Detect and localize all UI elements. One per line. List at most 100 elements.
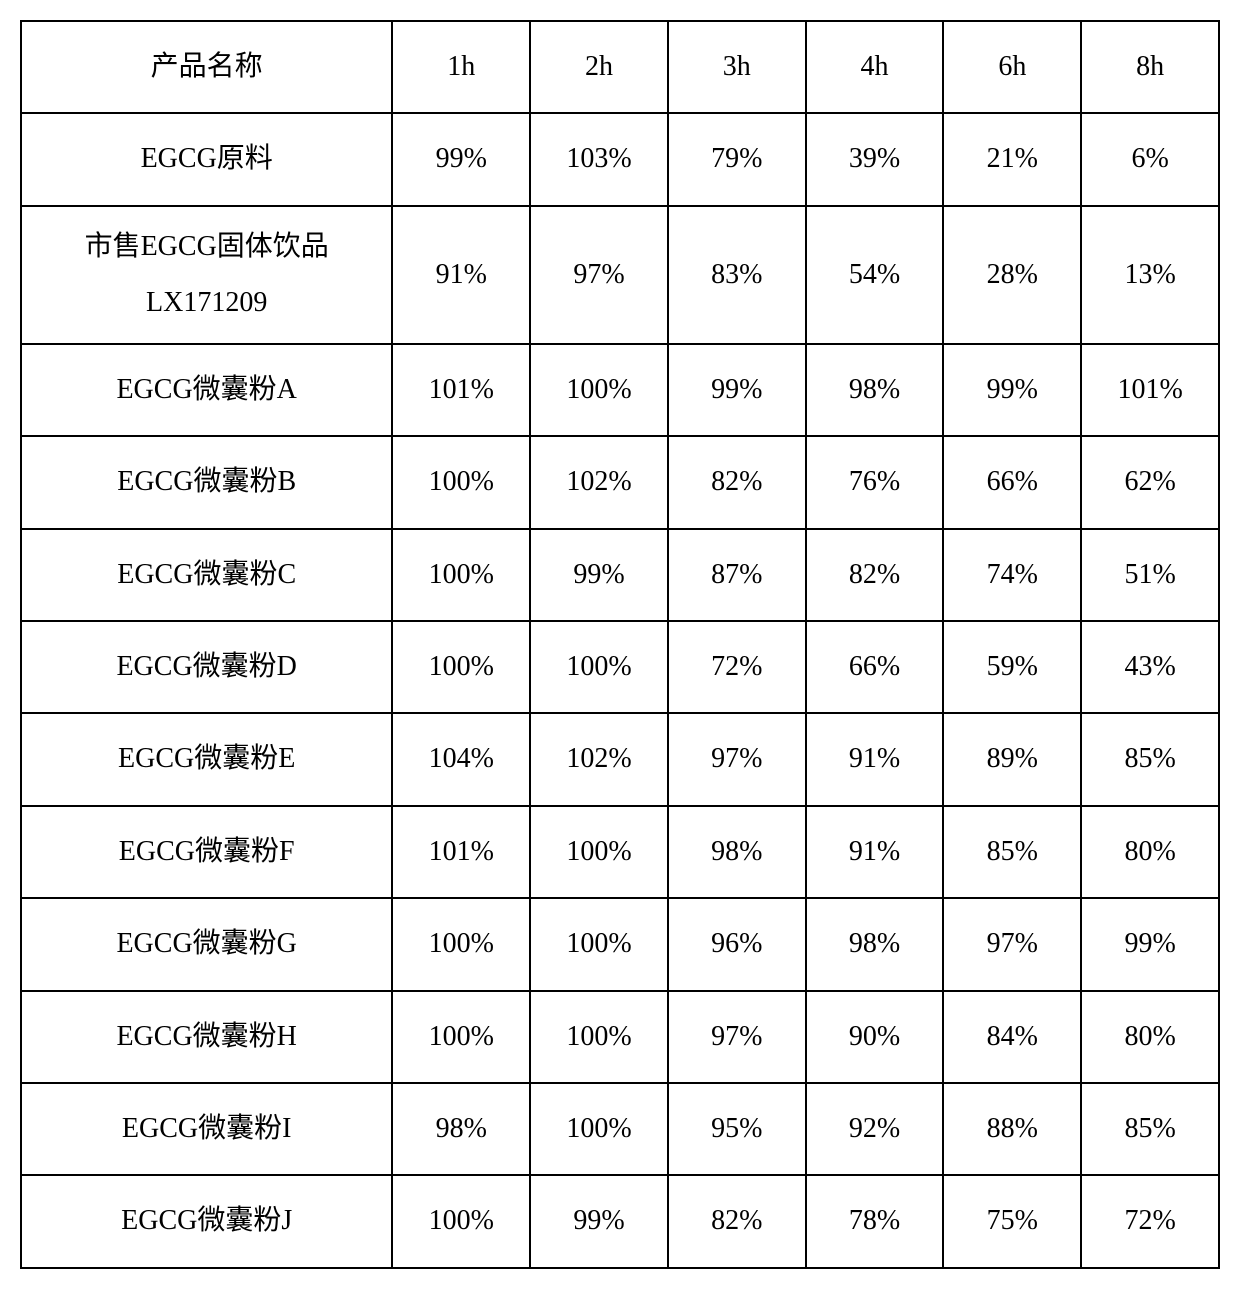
- table-row: EGCG微囊粉F 101% 100% 98% 91% 85% 80%: [21, 806, 1219, 898]
- column-header-6h: 6h: [943, 21, 1081, 113]
- value-cell: 100%: [392, 1175, 530, 1267]
- value-cell: 99%: [392, 113, 530, 205]
- value-cell: 97%: [668, 991, 806, 1083]
- product-name-line1: 市售EGCG固体饮品: [30, 219, 383, 275]
- value-cell: 87%: [668, 529, 806, 621]
- product-name-cell: 市售EGCG固体饮品 LX171209: [21, 206, 392, 344]
- value-cell: 99%: [530, 529, 668, 621]
- table-row: EGCG微囊粉A 101% 100% 99% 98% 99% 101%: [21, 344, 1219, 436]
- value-cell: 80%: [1081, 806, 1219, 898]
- value-cell: 82%: [806, 529, 944, 621]
- column-header-8h: 8h: [1081, 21, 1219, 113]
- value-cell: 100%: [392, 621, 530, 713]
- value-cell: 99%: [668, 344, 806, 436]
- value-cell: 51%: [1081, 529, 1219, 621]
- column-header-1h: 1h: [392, 21, 530, 113]
- value-cell: 13%: [1081, 206, 1219, 344]
- value-cell: 92%: [806, 1083, 944, 1175]
- product-name-cell: EGCG微囊粉A: [21, 344, 392, 436]
- value-cell: 78%: [806, 1175, 944, 1267]
- value-cell: 84%: [943, 991, 1081, 1083]
- value-cell: 82%: [668, 436, 806, 528]
- value-cell: 62%: [1081, 436, 1219, 528]
- table-row: EGCG微囊粉H 100% 100% 97% 90% 84% 80%: [21, 991, 1219, 1083]
- value-cell: 103%: [530, 113, 668, 205]
- value-cell: 85%: [943, 806, 1081, 898]
- value-cell: 91%: [806, 806, 944, 898]
- value-cell: 104%: [392, 713, 530, 805]
- value-cell: 66%: [943, 436, 1081, 528]
- table-row: EGCG微囊粉D 100% 100% 72% 66% 59% 43%: [21, 621, 1219, 713]
- value-cell: 97%: [943, 898, 1081, 990]
- table-row: EGCG微囊粉B 100% 102% 82% 76% 66% 62%: [21, 436, 1219, 528]
- product-name-cell: EGCG微囊粉I: [21, 1083, 392, 1175]
- value-cell: 100%: [530, 898, 668, 990]
- value-cell: 80%: [1081, 991, 1219, 1083]
- value-cell: 88%: [943, 1083, 1081, 1175]
- value-cell: 90%: [806, 991, 944, 1083]
- value-cell: 21%: [943, 113, 1081, 205]
- column-header-3h: 3h: [668, 21, 806, 113]
- value-cell: 72%: [668, 621, 806, 713]
- data-table: 产品名称 1h 2h 3h 4h 6h 8h EGCG原料 99% 103% 7…: [20, 20, 1220, 1269]
- product-name-cell: EGCG微囊粉D: [21, 621, 392, 713]
- value-cell: 43%: [1081, 621, 1219, 713]
- value-cell: 72%: [1081, 1175, 1219, 1267]
- value-cell: 79%: [668, 113, 806, 205]
- value-cell: 28%: [943, 206, 1081, 344]
- value-cell: 82%: [668, 1175, 806, 1267]
- value-cell: 100%: [392, 529, 530, 621]
- column-header-2h: 2h: [530, 21, 668, 113]
- product-name-cell: EGCG微囊粉J: [21, 1175, 392, 1267]
- value-cell: 100%: [530, 621, 668, 713]
- product-name-cell: EGCG原料: [21, 113, 392, 205]
- value-cell: 99%: [943, 344, 1081, 436]
- value-cell: 54%: [806, 206, 944, 344]
- value-cell: 100%: [530, 806, 668, 898]
- value-cell: 97%: [668, 713, 806, 805]
- value-cell: 98%: [668, 806, 806, 898]
- value-cell: 85%: [1081, 1083, 1219, 1175]
- value-cell: 100%: [530, 1083, 668, 1175]
- value-cell: 76%: [806, 436, 944, 528]
- value-cell: 101%: [392, 344, 530, 436]
- product-name-cell: EGCG微囊粉C: [21, 529, 392, 621]
- column-header-name: 产品名称: [21, 21, 392, 113]
- table-row: EGCG原料 99% 103% 79% 39% 21% 6%: [21, 113, 1219, 205]
- value-cell: 99%: [1081, 898, 1219, 990]
- value-cell: 6%: [1081, 113, 1219, 205]
- value-cell: 97%: [530, 206, 668, 344]
- table-row: EGCG微囊粉E 104% 102% 97% 91% 89% 85%: [21, 713, 1219, 805]
- value-cell: 95%: [668, 1083, 806, 1175]
- value-cell: 101%: [1081, 344, 1219, 436]
- value-cell: 96%: [668, 898, 806, 990]
- value-cell: 99%: [530, 1175, 668, 1267]
- value-cell: 100%: [530, 344, 668, 436]
- table-row: 市售EGCG固体饮品 LX171209 91% 97% 83% 54% 28% …: [21, 206, 1219, 344]
- table-header-row: 产品名称 1h 2h 3h 4h 6h 8h: [21, 21, 1219, 113]
- value-cell: 98%: [806, 898, 944, 990]
- value-cell: 100%: [392, 991, 530, 1083]
- value-cell: 98%: [392, 1083, 530, 1175]
- value-cell: 102%: [530, 436, 668, 528]
- value-cell: 100%: [530, 991, 668, 1083]
- value-cell: 101%: [392, 806, 530, 898]
- value-cell: 91%: [806, 713, 944, 805]
- product-name-cell: EGCG微囊粉E: [21, 713, 392, 805]
- product-name-cell: EGCG微囊粉G: [21, 898, 392, 990]
- column-header-4h: 4h: [806, 21, 944, 113]
- value-cell: 100%: [392, 436, 530, 528]
- value-cell: 74%: [943, 529, 1081, 621]
- product-name-cell: EGCG微囊粉B: [21, 436, 392, 528]
- table-row: EGCG微囊粉I 98% 100% 95% 92% 88% 85%: [21, 1083, 1219, 1175]
- value-cell: 59%: [943, 621, 1081, 713]
- value-cell: 98%: [806, 344, 944, 436]
- product-name-cell: EGCG微囊粉F: [21, 806, 392, 898]
- value-cell: 85%: [1081, 713, 1219, 805]
- value-cell: 83%: [668, 206, 806, 344]
- value-cell: 89%: [943, 713, 1081, 805]
- value-cell: 75%: [943, 1175, 1081, 1267]
- table-row: EGCG微囊粉G 100% 100% 96% 98% 97% 99%: [21, 898, 1219, 990]
- table-row: EGCG微囊粉J 100% 99% 82% 78% 75% 72%: [21, 1175, 1219, 1267]
- value-cell: 91%: [392, 206, 530, 344]
